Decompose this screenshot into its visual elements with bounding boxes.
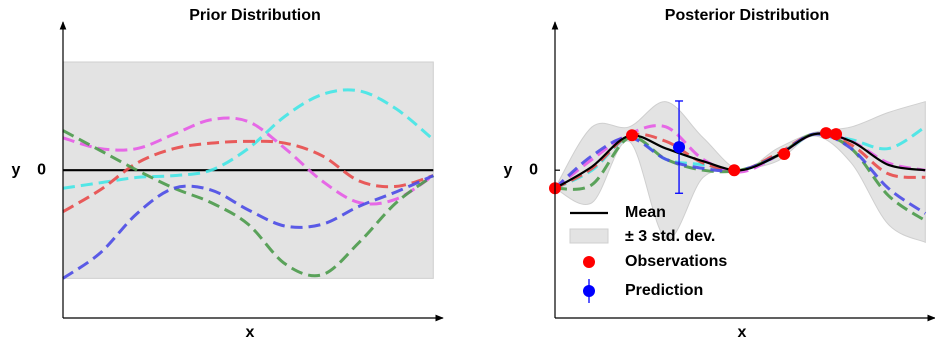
legend-swatch — [569, 228, 609, 244]
observation — [728, 164, 741, 177]
observation — [830, 128, 843, 141]
sample-line — [62, 88, 435, 190]
legend-label: ± 3 std. dev. — [625, 228, 715, 245]
x-axis-label: x — [246, 324, 255, 341]
legend-swatch — [583, 256, 595, 268]
observation — [626, 129, 639, 142]
y-tick-label: 0 — [37, 161, 46, 178]
legend-label: Observations — [625, 253, 727, 270]
x-axis-label: x — [738, 324, 747, 341]
legend-swatch — [583, 285, 595, 297]
y-tick-label: 0 — [529, 161, 538, 178]
observation — [820, 127, 833, 140]
y-axis-label: y — [12, 161, 21, 178]
observation — [778, 147, 791, 160]
sample-line — [62, 129, 435, 278]
sample-line — [62, 139, 434, 213]
chart-title: Prior Distribution — [189, 7, 321, 24]
chart-title: Posterior Distribution — [665, 7, 829, 24]
y-axis-label: y — [504, 161, 513, 178]
sample-line — [62, 116, 435, 206]
legend-label: Prediction — [625, 282, 703, 299]
legend-label: Mean — [625, 204, 666, 221]
prediction — [673, 141, 686, 154]
sample-line — [62, 174, 434, 280]
